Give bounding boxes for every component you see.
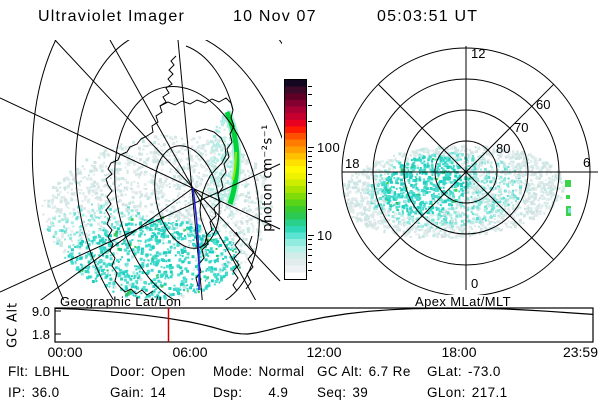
colorbar-minor-tick — [308, 166, 312, 168]
status-gain: Gain: 14 — [110, 385, 167, 400]
colorbar-minor-tick — [308, 151, 312, 152]
colorbar-minor-tick — [308, 182, 312, 183]
header-time-ut: 05:03:51 UT — [377, 8, 479, 25]
status-seq: Seq: 39 — [317, 385, 369, 400]
timeline-left-caption: Geographic Lat/Lon — [60, 294, 181, 309]
xtick-1800: 18:00 — [441, 344, 476, 360]
colorbar-minor-tick — [308, 208, 312, 210]
xtick-2359: 23:59 — [563, 344, 598, 360]
colorbar-tick-label: 10 — [317, 228, 333, 243]
colorbar: 100 10 — [284, 79, 340, 280]
map-grid — [0, 40, 282, 300]
mlat-label-70: 70 — [514, 120, 528, 135]
blue-meridian-line — [192, 187, 200, 291]
gc-alt-timeline: Geographic Lat/Lon Apex MLat/MLT 9.0 1.8… — [32, 294, 598, 360]
mlat-label-60: 60 — [536, 97, 550, 112]
colorbar-tick-label: 100 — [317, 140, 341, 155]
polar-bright-spots — [565, 180, 571, 216]
timeline-right-caption: Apex MLat/MLT — [415, 294, 511, 309]
status-mode: Mode: Normal — [213, 364, 305, 379]
polar-aurora-speckles — [342, 144, 566, 239]
xtick-0000: 00:00 — [47, 344, 82, 360]
colorbar-unit-label: photon cm⁻²s⁻¹ — [260, 124, 276, 232]
status-glat: GLat: -73.0 — [427, 364, 501, 379]
xtick-0600: 06:00 — [172, 344, 207, 360]
header-date: 10 Nov 07 — [233, 8, 317, 25]
app-title: Ultraviolet Imager — [38, 8, 185, 25]
ymin-label: 1.8 — [32, 327, 50, 342]
status-gcalt: GC Alt: 6.7 Re — [317, 364, 411, 379]
polar-mlt-panel: 12 18 6 0 60 70 80 — [341, 46, 598, 295]
timeline-ylabel: GC Alt — [5, 302, 21, 348]
colorbar-minor-tick — [308, 155, 312, 157]
colorbar-minor-tick — [308, 261, 312, 263]
colorbar-major-tick — [308, 147, 314, 148]
colorbar-gradient — [285, 80, 306, 279]
mlt-label-6: 6 — [583, 155, 590, 170]
mlt-label-18: 18 — [345, 156, 359, 171]
gc-alt-curve — [54, 307, 593, 335]
colorbar-minor-tick — [308, 85, 312, 87]
status-ip: IP: 36.0 — [8, 385, 60, 400]
colorbar-minor-tick — [308, 120, 312, 122]
mlat-label-80: 80 — [496, 141, 510, 156]
timeline-plot-box — [54, 307, 594, 343]
colorbar-minor-tick — [308, 193, 312, 194]
colorbar-minor-tick — [308, 105, 312, 106]
polar-grid — [341, 46, 598, 295]
colorbar-minor-tick — [308, 270, 312, 271]
colorbar-minor-tick — [308, 248, 312, 250]
colorbar-major-tick — [308, 235, 314, 236]
colorbar-minor-tick — [308, 239, 312, 240]
colorbar-minor-tick — [308, 94, 312, 95]
colorbar-minor-tick — [308, 173, 312, 175]
colorbar-minor-tick — [308, 160, 312, 162]
status-flt: Flt: LBHL — [8, 364, 70, 379]
status-glon: GLon: 217.1 — [427, 385, 508, 400]
ymax-label: 9.0 — [32, 304, 50, 319]
antarctica-coastline — [105, 55, 255, 296]
xtick-1200: 12:00 — [306, 344, 341, 360]
colorbar-minor-tick — [308, 254, 312, 256]
colorbar-minor-tick — [308, 243, 312, 245]
status-door: Door: Open — [110, 364, 186, 379]
mlt-label-0: 0 — [471, 276, 478, 291]
mlt-label-12: 12 — [471, 46, 485, 61]
geographic-map-panel — [0, 40, 282, 300]
status-dsp: Dsp: 4.9 — [213, 385, 289, 400]
